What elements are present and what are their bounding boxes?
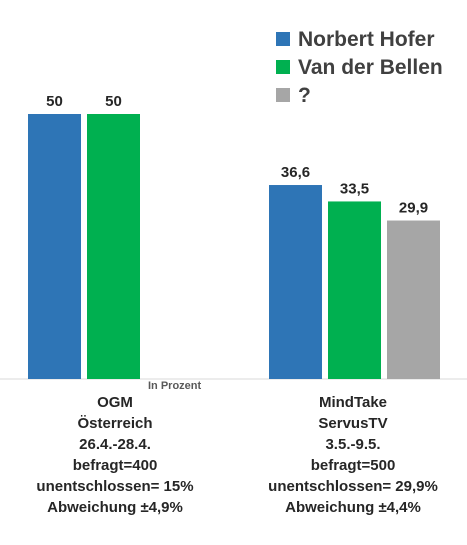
bar---1 <box>387 220 440 379</box>
category-label-ogm: OGM Österreich 26.4.-28.4. befragt=400 u… <box>20 392 210 518</box>
data-label: 36,6 <box>281 164 310 181</box>
legend: Norbert Hofer Van der Bellen? <box>276 28 443 107</box>
unit-note: In Prozent <box>148 380 202 392</box>
data-label: 50 <box>105 93 122 110</box>
legend-swatch <box>276 88 290 102</box>
data-label: 29,9 <box>399 200 428 217</box>
category-line: befragt=400 <box>72 457 158 474</box>
bar-norbert-hofer-0 <box>28 114 81 379</box>
legend-label: Norbert Hofer <box>298 28 435 51</box>
legend-swatch <box>276 60 290 74</box>
category-line: befragt=500 <box>310 457 396 474</box>
data-label: 33,5 <box>340 180 369 197</box>
category-label-mindtake: MindTake ServusTV 3.5.-9.5. befragt=500 … <box>253 392 453 518</box>
category-line: unentschlossen= 15% <box>36 478 194 495</box>
legend-label: ? <box>298 84 311 107</box>
category-line: ServusTV <box>318 415 388 432</box>
bar-van-der-bellen-1 <box>328 201 381 379</box>
category-line: Österreich <box>77 415 153 432</box>
category-line: 3.5.-9.5. <box>325 436 381 453</box>
category-line: MindTake <box>318 394 388 411</box>
category-line: unentschlossen= 29,9% <box>268 478 438 495</box>
category-line: OGM <box>97 394 133 411</box>
bar-norbert-hofer-1 <box>269 185 322 379</box>
category-line: Abweichung ±4,9% <box>47 499 183 516</box>
legend-swatch <box>276 32 290 46</box>
category-line: 26.4.-28.4. <box>79 436 151 453</box>
category-line: Abweichung ±4,4% <box>285 499 421 516</box>
data-label: 50 <box>46 93 63 110</box>
legend-label: Van der Bellen <box>298 56 443 79</box>
bars-group: 50 50 36,6 33,5 29,9 <box>28 93 440 379</box>
bar-van-der-bellen-0 <box>87 114 140 379</box>
